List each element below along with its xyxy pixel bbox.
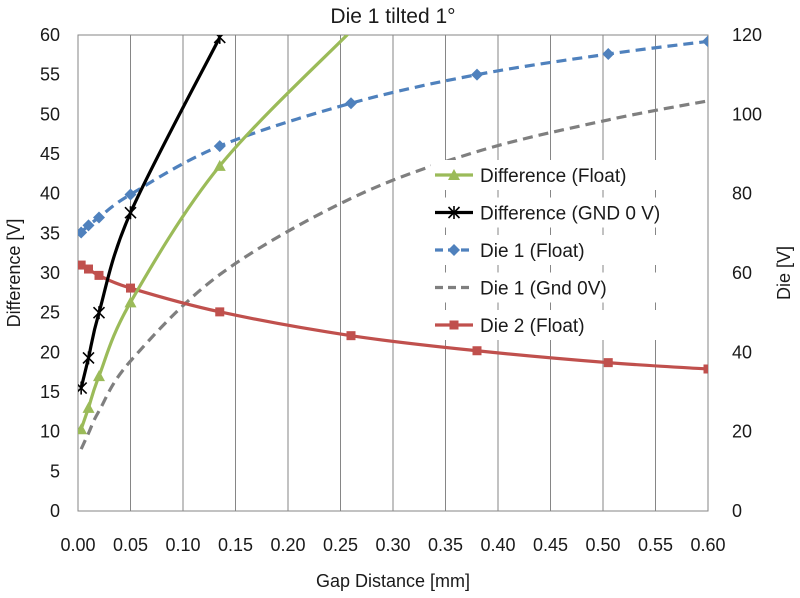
legend-entry: Die 2 (Float): [431, 310, 705, 340]
series-2: [78, 35, 708, 239]
data-point: [78, 260, 86, 270]
legend-entry: Die 1 (Float): [431, 235, 705, 265]
data-point: [93, 370, 105, 382]
legend-label: Die 1 (Gnd 0V): [480, 279, 607, 300]
y-tick-label: 15: [40, 382, 60, 402]
y2-tick-label: 80: [732, 184, 752, 204]
series-1: [78, 35, 226, 395]
y-tick-label: 10: [40, 422, 60, 442]
y2-tick-label: 0: [732, 501, 742, 521]
data-point: [471, 68, 483, 81]
x-tick-label: 0.10: [165, 535, 200, 555]
legend-marker: [448, 244, 460, 256]
data-point: [93, 211, 105, 224]
x-tick-label: 0.15: [218, 535, 253, 555]
legend-label: Difference (Float): [480, 166, 626, 187]
y-tick-label: 50: [40, 104, 60, 124]
y-tick-label: 5: [50, 461, 60, 481]
y2-tick-label: 60: [732, 263, 752, 283]
legend-entry-background: [431, 310, 705, 340]
legend-entry: Die 1 (Gnd 0V): [431, 272, 705, 303]
legend-label: Difference (GND 0 V): [480, 204, 660, 225]
x-tick-label: 0.60: [690, 535, 725, 555]
y-tick-label: 40: [40, 184, 60, 204]
y-tick-labels: 0 5 10 15 20 25 30 35 40 45 50 55 60: [40, 25, 60, 521]
series-3: [79, 99, 708, 450]
data-point: [602, 48, 615, 61]
series-layer: [78, 35, 708, 450]
x-tick-label: 0.25: [323, 535, 358, 555]
legend-label: Die 2 (Float): [480, 316, 585, 337]
legend-marker: [448, 169, 460, 180]
y2-tick-label: 100: [732, 104, 762, 124]
legend: Difference (Float) Difference (GND 0 V) Di…: [431, 160, 705, 340]
y-tick-label: 25: [40, 303, 60, 323]
data-point: [346, 331, 356, 341]
legend-entry: Difference (GND 0 V): [431, 197, 705, 228]
legend-label: Die 1 (Float): [480, 241, 585, 262]
y-tick-label: 45: [40, 144, 60, 164]
legend-entry-background: [431, 235, 705, 265]
y-axis-label: Difference [V]: [4, 219, 24, 328]
data-point: [213, 35, 226, 44]
data-point: [213, 159, 226, 171]
legend-marker: [447, 206, 461, 219]
data-point: [82, 219, 95, 232]
y-tick-label: 20: [40, 342, 60, 362]
y-tick-label: 0: [50, 501, 60, 521]
data-point: [472, 346, 482, 356]
x-tick-label: 0.05: [113, 535, 148, 555]
series-line: [80, 263, 708, 371]
legend-marker: [449, 320, 459, 330]
x-tick-label: 0.45: [533, 535, 568, 555]
y2-tick-label: 120: [732, 25, 762, 45]
x-tick-label: 0.50: [585, 535, 620, 555]
x-tick-label: 0.55: [638, 535, 673, 555]
y-tick-label: 35: [40, 223, 60, 243]
chart-title: Die 1 tilted 1°: [330, 5, 455, 28]
legend-entry-background: [431, 197, 705, 228]
y2-tick-label: 40: [732, 342, 752, 362]
data-point: [345, 97, 357, 110]
series-0: [78, 35, 350, 435]
data-point: [213, 140, 226, 153]
legend-entry-background: [431, 272, 705, 303]
series-line: [80, 39, 708, 234]
x-tick-label: 0.30: [375, 535, 410, 555]
x-tick-labels: 0.00 0.05 0.10 0.15 0.20 0.25 0.30 0.35 0.40 0.45…: [60, 535, 725, 555]
series-line: [79, 99, 708, 450]
legend-entry-background: [431, 160, 705, 190]
y2-tick-labels: 0 20 40 60 80 100 120: [732, 25, 762, 521]
data-point: [124, 296, 137, 308]
data-point: [603, 358, 613, 368]
data-point: [84, 264, 93, 274]
x-tick-label: 0.35: [428, 535, 463, 555]
data-point: [82, 351, 95, 365]
data-point: [702, 35, 708, 48]
x-axis-label: Gap Distance [mm]: [316, 571, 470, 591]
data-point: [126, 283, 135, 293]
data-point: [78, 226, 88, 239]
x-tick-label: 0.40: [480, 535, 515, 555]
y2-axis-label: Die [V]: [774, 246, 794, 300]
x-tick-label: 0.00: [60, 535, 95, 555]
data-point: [703, 364, 708, 374]
data-point: [78, 423, 88, 435]
data-point: [92, 306, 106, 320]
y-tick-label: 60: [40, 25, 60, 45]
data-point: [78, 381, 88, 395]
series-4: [78, 260, 708, 374]
plot-area-border: [77, 34, 709, 512]
y-tick-label: 30: [40, 263, 60, 283]
data-point: [124, 188, 137, 201]
data-point: [94, 270, 104, 280]
x-tick-label: 0.20: [270, 535, 305, 555]
y-tick-label: 55: [40, 65, 60, 85]
legend-entry: Difference (Float): [431, 160, 705, 190]
data-point: [215, 307, 225, 317]
y2-tick-label: 20: [732, 422, 752, 442]
data-point: [82, 401, 95, 413]
data-point: [124, 206, 137, 220]
